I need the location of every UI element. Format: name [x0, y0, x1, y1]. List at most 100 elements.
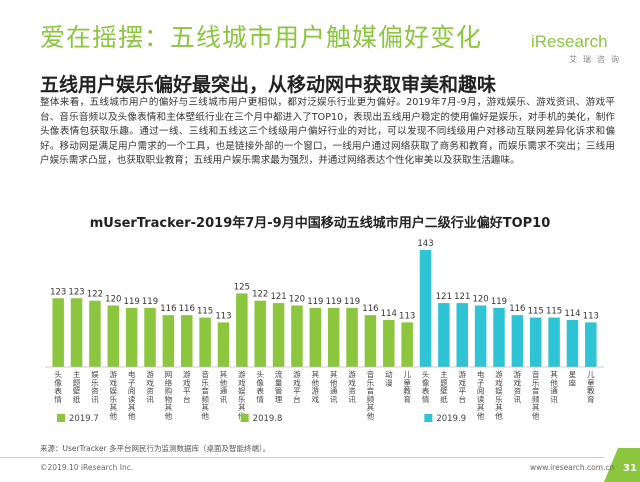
category-label: 游戏平台: [183, 369, 191, 404]
category-label: 游戏资讯: [514, 369, 522, 404]
category-label: 网络购物其他: [165, 370, 173, 421]
bar-value-label: 120: [289, 294, 305, 304]
bar: [474, 305, 487, 367]
bar-value-label: 113: [399, 311, 415, 321]
bar: [566, 319, 579, 367]
legend-swatch: [424, 414, 433, 422]
bar: [383, 319, 395, 367]
bar: [456, 303, 468, 367]
bar-value-label: 120: [472, 294, 488, 304]
bar-value-label: 119: [326, 297, 342, 307]
bar: [236, 293, 248, 367]
category-label: 儿童教育: [587, 370, 595, 404]
bar-value-label: 119: [142, 297, 158, 307]
bar: [346, 307, 358, 367]
bar: [217, 322, 230, 367]
category-label: 头像表情: [256, 369, 264, 404]
bar: [70, 298, 83, 367]
bar-value-label: 143: [417, 239, 433, 249]
bar-value-label: 116: [362, 304, 378, 314]
bar: [419, 250, 432, 367]
category-label: 主题壁纸: [73, 369, 81, 404]
legend-swatch: [240, 414, 249, 422]
category-label: 电子阅读其他: [477, 369, 485, 421]
bar-value-label: 121: [270, 292, 286, 302]
bar-value-label: 120: [105, 294, 121, 304]
bar-value-label: 113: [583, 311, 599, 321]
bar-value-label: 115: [546, 307, 562, 317]
category-label: 游戏娱乐其他: [495, 369, 503, 421]
category-label: 其他通讯: [220, 370, 228, 404]
category-label: 儿童教育: [403, 370, 411, 404]
page-number: 31: [623, 463, 637, 474]
bar: [272, 303, 285, 367]
bar: [585, 322, 597, 367]
page-title: 爱在摇摆：五线城市用户触媒偏好变化: [40, 23, 483, 52]
category-label: 音乐音频其他: [532, 369, 540, 421]
bar-value-label: 115: [528, 307, 544, 317]
bar-value-label: 119: [307, 297, 323, 307]
bar: [309, 307, 322, 367]
category-label: 其他通讯: [550, 370, 558, 404]
bar: [493, 307, 505, 367]
category-label: 星座: [569, 370, 577, 387]
bar: [89, 300, 101, 367]
category-label: 电子阅读其他: [128, 369, 136, 421]
bar: [438, 303, 450, 367]
bar-value-label: 116: [179, 304, 195, 314]
category-label: 游戏资讯: [348, 369, 356, 404]
copyright-text: ©2019.10 iResearch Inc.: [40, 463, 134, 472]
bar: [401, 322, 413, 367]
category-label: 音乐音频其他: [367, 369, 375, 421]
category-label: 游戏平台: [458, 369, 466, 404]
bar-value-label: 114: [564, 309, 580, 319]
logo-subtitle: 艾瑞咨询: [569, 55, 625, 64]
chart-title: mUserTracker-2019年7月-9月中国移动五线城市用户二级行业偏好T…: [89, 216, 551, 231]
bar-value-label: 123: [68, 287, 84, 297]
bar-value-label: 119: [344, 297, 360, 307]
bar-value-label: 113: [215, 311, 231, 321]
category-label: 动漫: [385, 369, 393, 387]
bar-value-label: 122: [87, 290, 103, 300]
bar: [199, 317, 211, 367]
page-corner-shape: [604, 448, 640, 482]
category-label: 头像表情: [422, 369, 430, 404]
bar-value-label: 116: [509, 304, 525, 314]
bar-value-label: 125: [234, 282, 250, 292]
logo-name: iResearch: [531, 32, 608, 51]
bar: [364, 315, 377, 367]
bar-value-label: 116: [160, 304, 176, 314]
bar-value-label: 119: [124, 297, 140, 307]
category-label: 游戏资讯: [146, 369, 154, 404]
bar: [52, 298, 64, 367]
bar: [511, 315, 524, 367]
bar: [107, 305, 120, 367]
bar: [529, 317, 542, 367]
legend-label: 2019.9: [436, 414, 466, 424]
legend-label: 2019.7: [69, 414, 99, 424]
bar: [254, 300, 266, 367]
category-label: 主题壁纸: [440, 369, 448, 404]
category-label: 头像表情: [54, 369, 62, 404]
source-note: 来源：UserTracker 多平台网民行为监测数据库（桌面及智能终端）。: [40, 444, 271, 453]
category-label: 流量管理: [275, 369, 283, 404]
legend-swatch: [57, 414, 65, 422]
category-label: 游戏娱乐其他: [109, 369, 117, 421]
category-label: 音乐音频其他: [201, 369, 209, 421]
website-text: www.iresearch.com.cn: [530, 463, 615, 472]
bar-value-label: 121: [454, 292, 470, 302]
category-label: 娱乐资讯: [91, 370, 99, 404]
legend-label: 2019.8: [253, 414, 283, 424]
bar-value-label: 115: [197, 307, 213, 317]
bar: [181, 315, 193, 367]
category-label: 游戏平台: [293, 369, 301, 404]
bar: [162, 315, 175, 367]
bar-value-label: 121: [436, 292, 452, 302]
bar-value-label: 122: [252, 290, 268, 300]
category-label: 其他通讯: [330, 370, 338, 404]
bar: [291, 305, 303, 367]
bar: [125, 307, 138, 367]
bar-value-label: 119: [491, 297, 507, 307]
bar: [144, 307, 156, 367]
category-label: 游戏娱乐其他: [238, 369, 246, 421]
